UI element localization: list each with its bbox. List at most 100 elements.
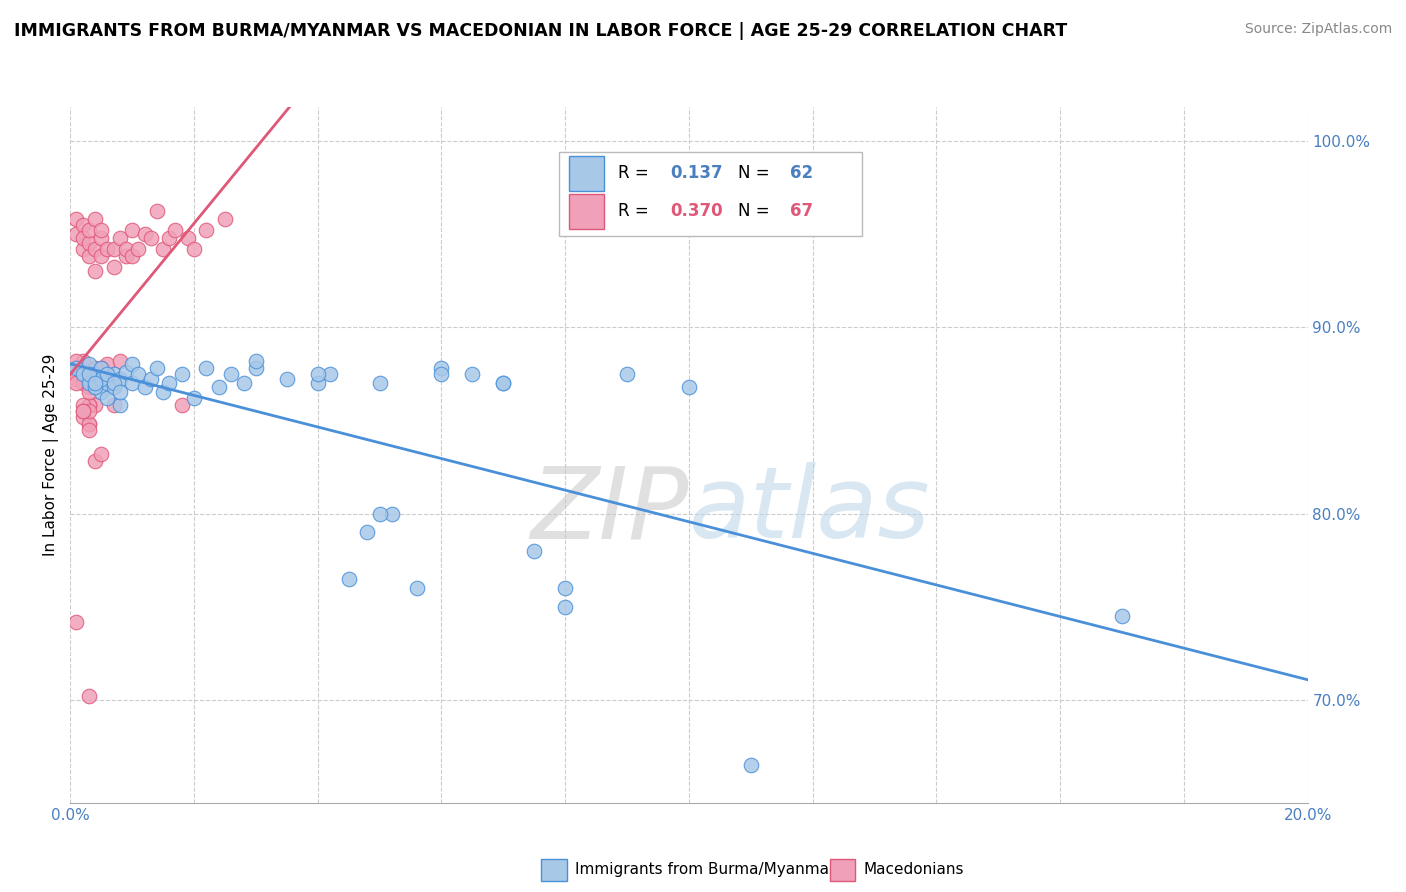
Point [554,582,576,596]
Point [77,399,100,413]
Point [84,454,107,468]
Point [214,211,236,226]
Text: 62: 62 [790,164,814,182]
Point [157,230,180,244]
Point [245,353,267,368]
Text: atlas: atlas [689,462,931,559]
Point [72,409,94,424]
Text: ZIP: ZIP [530,462,689,559]
Point [139,372,162,386]
Point [554,599,576,614]
Point [72,353,94,368]
Text: Macedonians: Macedonians [863,863,963,877]
Point [195,223,218,237]
Point [84,367,107,381]
Point [65,227,87,241]
Point [616,367,638,381]
Point [108,230,131,244]
Point [134,380,156,394]
Point [307,367,329,381]
Point [1111,609,1133,624]
Point [84,376,107,390]
Point [208,380,231,394]
Point [523,544,546,558]
Point [177,230,200,244]
Point [65,615,87,629]
Point [165,223,187,237]
Point [170,399,193,413]
Point [103,376,125,390]
Point [84,372,107,386]
Point [72,242,94,256]
Point [337,572,360,586]
Point [96,391,118,405]
Point [108,372,131,386]
Point [356,525,378,540]
Point [77,223,100,237]
Point [72,230,94,244]
Text: N =: N = [738,164,775,182]
Point [65,372,87,386]
Point [77,690,100,704]
Point [170,367,193,381]
Point [103,367,125,381]
Point [492,376,515,390]
Point [146,204,169,219]
Point [90,447,112,461]
Point [72,218,94,232]
Point [740,758,762,772]
Point [381,507,404,521]
Point [65,353,87,368]
Point [121,358,143,372]
Point [103,380,125,394]
Point [77,367,100,381]
Point [461,367,484,381]
Point [77,358,100,372]
Point [84,376,107,390]
Point [96,376,118,390]
Point [146,361,169,376]
Point [108,385,131,400]
Point [134,227,156,241]
Point [72,367,94,381]
Point [319,367,342,381]
Point [127,367,149,381]
Text: 0.137: 0.137 [671,164,723,182]
Point [108,353,131,368]
Point [77,372,100,386]
Point [77,249,100,263]
Point [72,365,94,379]
Point [103,242,125,256]
Bar [569,194,603,228]
Point [84,380,107,394]
Point [307,376,329,390]
Point [84,211,107,226]
Point [90,361,112,376]
Text: R =: R = [619,164,654,182]
FancyBboxPatch shape [560,153,862,235]
Point [115,242,138,256]
Text: Source: ZipAtlas.com: Source: ZipAtlas.com [1244,22,1392,37]
Bar [569,156,603,191]
Text: Immigrants from Burma/Myanmar: Immigrants from Burma/Myanmar [575,863,835,877]
Point [368,376,391,390]
Point [90,230,112,244]
Point [84,380,107,394]
Point [152,242,174,256]
Point [157,376,180,390]
Point [90,361,112,376]
Point [103,260,125,275]
Point [139,230,162,244]
Point [430,361,453,376]
Point [183,391,205,405]
Point [96,242,118,256]
Point [121,223,143,237]
Point [115,365,138,379]
Point [77,376,100,390]
Point [72,399,94,413]
Point [65,361,87,376]
Point [84,361,107,376]
Text: IMMIGRANTS FROM BURMA/MYANMAR VS MACEDONIAN IN LABOR FORCE | AGE 25-29 CORRELATI: IMMIGRANTS FROM BURMA/MYANMAR VS MACEDON… [14,22,1067,40]
Point [77,404,100,418]
Point [77,417,100,431]
